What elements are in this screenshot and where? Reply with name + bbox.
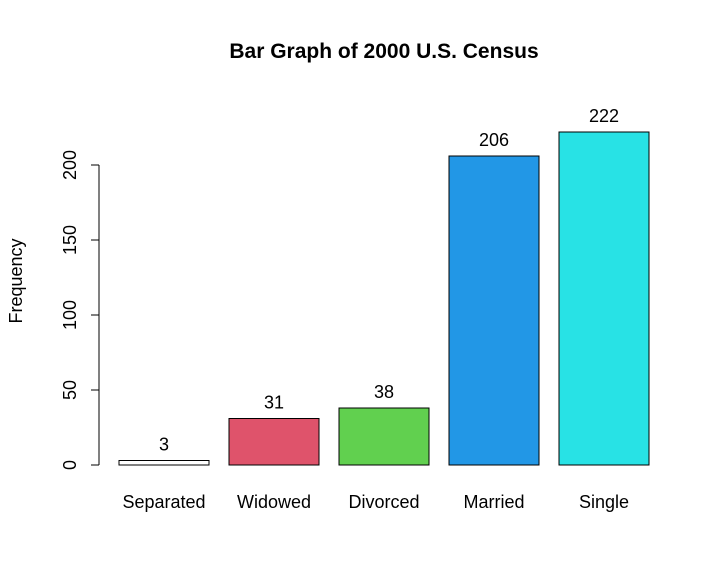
bar-value-label: 3 <box>159 435 169 455</box>
y-tick-label: 200 <box>60 150 80 180</box>
bar-value-label: 222 <box>589 106 619 126</box>
bar-value-label: 38 <box>374 382 394 402</box>
bar-value-label: 206 <box>479 130 509 150</box>
y-tick-label: 100 <box>60 300 80 330</box>
y-tick-label: 0 <box>60 460 80 470</box>
bar-single <box>558 131 650 466</box>
bar-widowed <box>228 418 320 466</box>
y-tick-label: 50 <box>60 380 80 400</box>
y-tick-label: 150 <box>60 225 80 255</box>
category-label: Single <box>579 492 629 512</box>
category-label: Married <box>463 492 524 512</box>
bar-value-labels: 3 31 38 206 222 <box>159 106 619 455</box>
category-labels: Separated Widowed Divorced Married Single <box>122 492 629 512</box>
category-label: Separated <box>122 492 205 512</box>
bar-value-label: 31 <box>264 393 284 413</box>
category-label: Divorced <box>348 492 419 512</box>
bar-divorced <box>338 407 430 466</box>
y-axis-label: Frequency <box>6 238 26 323</box>
category-label: Widowed <box>237 492 311 512</box>
bar-separated <box>118 460 210 466</box>
y-axis-ticks: 0 50 100 150 200 <box>60 150 99 470</box>
bar-married <box>448 155 540 466</box>
chart-title: Bar Graph of 2000 U.S. Census <box>229 40 538 63</box>
bars-group <box>118 131 650 466</box>
